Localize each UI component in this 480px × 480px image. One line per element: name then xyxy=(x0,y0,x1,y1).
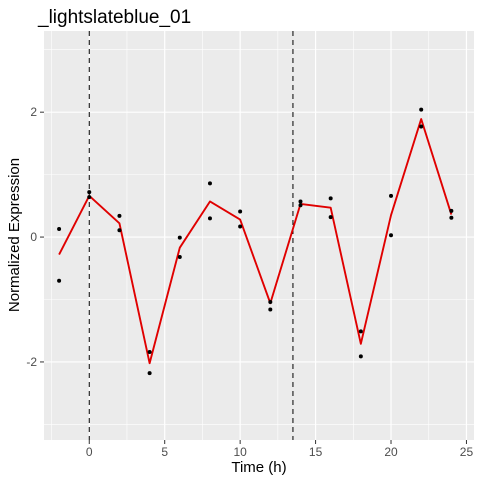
x-axis-label: Time (h) xyxy=(231,459,286,476)
y-axis-ticks: -2 0 2 xyxy=(26,105,44,369)
series-line xyxy=(58,118,453,365)
data-point xyxy=(147,371,152,376)
data-point xyxy=(419,107,424,112)
data-point xyxy=(298,203,303,208)
chart-title: _lightslateblue_01 xyxy=(37,7,191,28)
data-point xyxy=(358,354,363,359)
data-point xyxy=(57,278,62,283)
x-tick-label: 0 xyxy=(86,445,93,459)
data-point xyxy=(87,195,92,200)
data-point xyxy=(177,235,182,240)
data-point xyxy=(389,193,394,198)
data-point xyxy=(449,215,454,220)
y-axis-label: Normalized Expression xyxy=(6,158,23,312)
x-tick-label: 20 xyxy=(384,445,398,459)
x-tick-label: 10 xyxy=(233,445,247,459)
minor-gridlines xyxy=(44,31,474,440)
data-point xyxy=(298,199,303,204)
data-point xyxy=(177,255,182,260)
y-tick-label: 0 xyxy=(30,230,37,244)
data-point xyxy=(389,233,394,238)
data-point xyxy=(117,213,122,218)
data-point xyxy=(147,349,152,354)
y-tick-label: 2 xyxy=(30,105,37,119)
x-tick-label: 5 xyxy=(161,445,168,459)
data-point xyxy=(449,208,454,213)
data-point xyxy=(238,209,243,214)
data-point xyxy=(328,196,333,201)
data-point xyxy=(207,216,212,221)
data-point xyxy=(238,224,243,229)
data-point xyxy=(117,228,122,233)
data-point xyxy=(328,215,333,220)
data-point xyxy=(268,300,273,305)
data-point xyxy=(268,307,273,312)
y-tick-label: -2 xyxy=(26,355,37,369)
plot-panel xyxy=(44,31,474,440)
x-tick-label: 15 xyxy=(309,445,323,459)
major-gridlines xyxy=(44,31,474,440)
data-point xyxy=(57,226,62,231)
series-lines xyxy=(58,118,453,365)
data-point xyxy=(358,329,363,334)
x-tick-label: 25 xyxy=(460,445,474,459)
data-point xyxy=(87,190,92,195)
series-points xyxy=(57,107,454,376)
data-point xyxy=(207,181,212,186)
x-axis-ticks: 0 5 10 15 20 25 xyxy=(86,440,474,459)
data-point xyxy=(419,124,424,129)
